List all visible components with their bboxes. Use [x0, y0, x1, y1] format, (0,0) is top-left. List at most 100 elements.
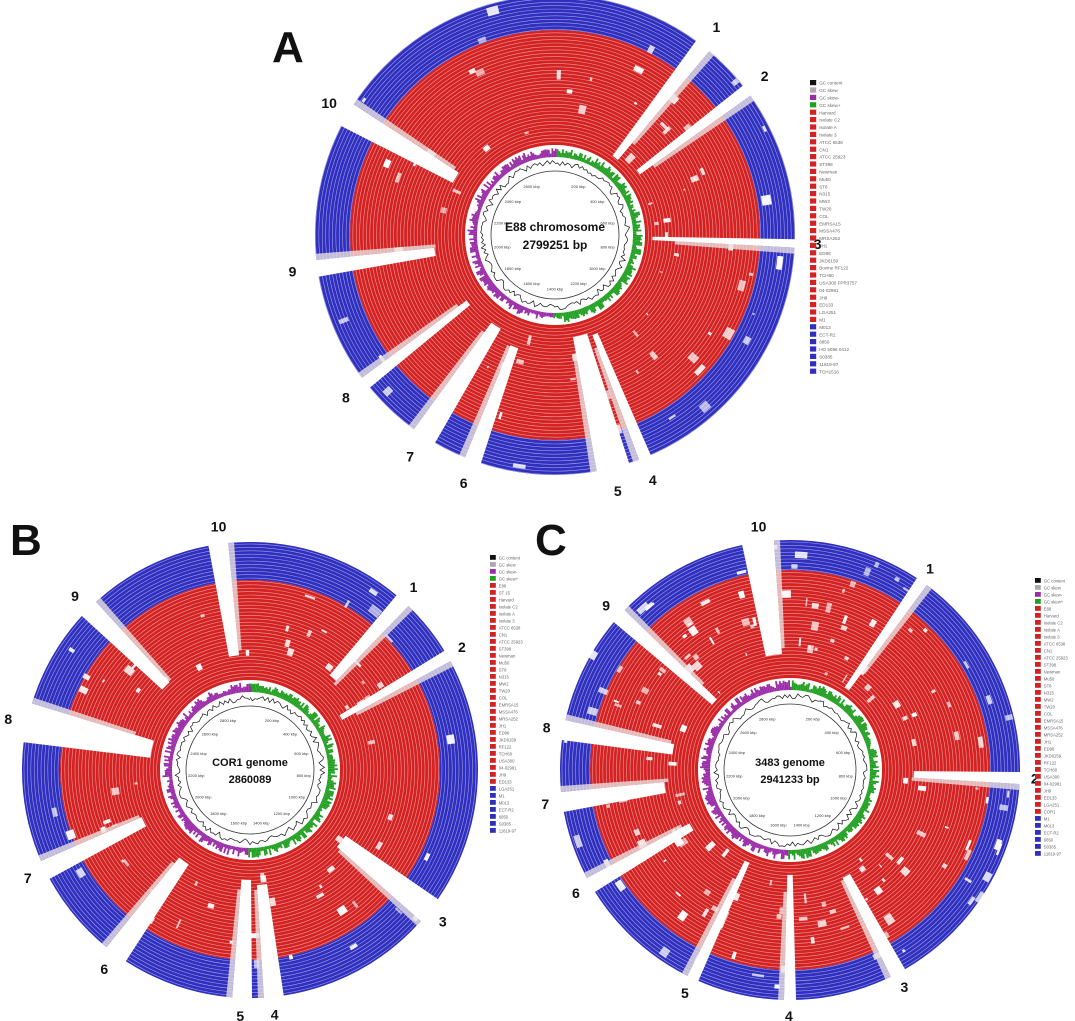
- gc-skew-bar: [193, 705, 199, 712]
- gc-skew-bar: [203, 835, 209, 842]
- tick-label: 200 kbp: [806, 716, 821, 721]
- missing-patch: [692, 653, 700, 661]
- gc-skew-bar: [243, 686, 246, 693]
- gc-skew-bar: [293, 697, 300, 706]
- gc-skew-bar: [869, 766, 879, 769]
- gc-skew-bar: [753, 692, 758, 698]
- gc-skew-bar: [239, 682, 242, 693]
- missing-patch: [689, 174, 700, 183]
- legend-label: S0385: [1044, 844, 1057, 849]
- gc-skew-bar: [259, 847, 262, 852]
- gc-skew-bar: [246, 847, 249, 856]
- gc-skew-bar: [500, 295, 507, 302]
- missing-patch: [864, 683, 872, 692]
- missing-patch: [633, 828, 641, 837]
- legend-swatch: [490, 695, 496, 700]
- gc-skew-bar: [780, 683, 784, 691]
- gc-skew-bar: [207, 696, 213, 703]
- legend-swatch: [490, 639, 496, 644]
- gc-skew-bar: [742, 836, 748, 843]
- gc-skew-bar: [327, 778, 332, 781]
- ring-separator: [427, 107, 683, 363]
- legend-label: GC skew+: [819, 103, 841, 108]
- legend-swatch: [810, 361, 817, 367]
- legend-swatch: [1035, 816, 1041, 821]
- missing-patch: [691, 660, 703, 672]
- gc-skew-bar: [169, 778, 173, 781]
- gc-skew-bar: [595, 161, 601, 170]
- gc-skew-bar: [803, 848, 806, 855]
- gc-skew-bar: [869, 775, 880, 778]
- tick-label: 1400 kbp: [253, 820, 270, 825]
- gc-skew-bar: [624, 195, 631, 201]
- gc-skew-bar: [175, 807, 183, 813]
- gc-skew-bar: [603, 166, 611, 175]
- gc-skew-bar: [608, 290, 613, 295]
- tick-label: 1800 kbp: [505, 266, 522, 271]
- missing-patch: [318, 884, 323, 889]
- missing-patch: [675, 891, 682, 897]
- gc-skew-bar: [514, 156, 521, 166]
- genome-title: 3483 genome: [755, 757, 825, 769]
- tick-label: 2000 kbp: [494, 245, 511, 250]
- missing-patch: [749, 624, 755, 629]
- legend-swatch: [490, 674, 496, 679]
- gc-skew-bar: [586, 156, 592, 165]
- gc-skew-bar: [312, 717, 321, 725]
- gc-skew-bar: [188, 825, 197, 834]
- gc-skew-bar: [181, 815, 188, 822]
- genome-backbone: [723, 703, 857, 837]
- missing-patch: [349, 943, 358, 951]
- gc-skew-bar: [194, 701, 202, 710]
- region-gap-fringe: [333, 606, 413, 686]
- missing-patch: [659, 121, 669, 131]
- gc-skew-bar: [736, 703, 741, 709]
- panel-letter: C: [535, 516, 567, 565]
- gc-skew-bar: [499, 174, 503, 179]
- missing-patch: [901, 715, 908, 721]
- missing-patch: [338, 316, 349, 325]
- legend-label: Harvard: [1044, 613, 1060, 618]
- gc-skew-bar: [588, 304, 594, 313]
- gc-skew-bar: [472, 259, 482, 264]
- gc-skew-bar: [599, 298, 604, 303]
- region-number: 7: [24, 870, 32, 886]
- missing-patch: [578, 104, 587, 115]
- gc-skew-bar: [713, 736, 717, 739]
- legend-label: Bovine RF122: [819, 266, 849, 271]
- gc-skew-bar: [632, 231, 637, 234]
- gc-skew-bar: [819, 843, 824, 850]
- region-number: 6: [100, 961, 108, 977]
- missing-patch: [68, 647, 76, 654]
- legend-label: ECT-R2: [1044, 830, 1060, 835]
- region-number: 5: [236, 1008, 244, 1021]
- gc-skew-bar: [315, 726, 320, 730]
- gc-skew-bar: [224, 690, 228, 696]
- missing-patch: [901, 948, 906, 953]
- gc-skew-bar: [327, 773, 331, 776]
- gc-skew-bar: [172, 797, 178, 801]
- gc-skew-bar: [214, 692, 219, 700]
- gc-skew-bar: [254, 847, 258, 857]
- legend-label: MSSA476: [819, 229, 840, 234]
- gc-skew-bar: [503, 165, 510, 173]
- gc-skew-bar: [250, 848, 252, 853]
- gc-skew-bar: [630, 254, 637, 258]
- region-gap: [208, 541, 239, 657]
- legend-label: JKD6159: [499, 737, 517, 742]
- gc-skew-track: [700, 680, 880, 860]
- missing-patch: [657, 671, 663, 677]
- gc-skew-bar: [491, 287, 499, 294]
- gc-skew-bar: [263, 846, 267, 856]
- missing-patch: [864, 897, 869, 901]
- gc-skew-bar: [722, 719, 727, 723]
- gc-skew-bar: [706, 789, 713, 794]
- gc-skew-bar: [471, 254, 480, 259]
- legend-swatch: [1035, 690, 1041, 695]
- gc-skew-bar: [191, 705, 198, 714]
- missing-patch: [684, 653, 692, 661]
- gc-skew-bar: [628, 206, 634, 210]
- gc-skew-bar: [806, 682, 811, 693]
- gc-skew-bar: [272, 844, 277, 852]
